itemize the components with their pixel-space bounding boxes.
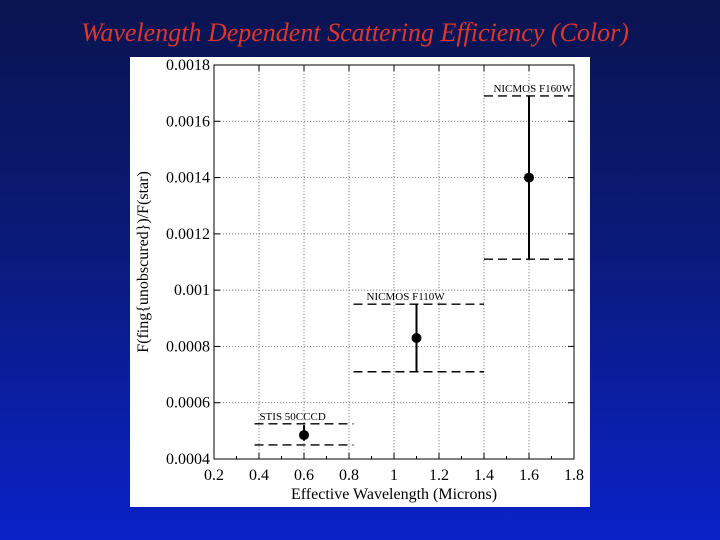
x-tick-label: 1.2 [429, 467, 449, 484]
grid-lines [213, 64, 575, 460]
data-point-label-1: NICMOS F110W [367, 291, 446, 303]
x-tick-label: 1.8 [564, 467, 584, 484]
slide-title: Wavelength Dependent Scattering Efficien… [81, 18, 629, 47]
y-tick-label: 0.0014 [166, 170, 210, 187]
x-tick-label: 1.4 [474, 467, 494, 484]
x-axis-title: Effective Wavelength (Microns) [291, 486, 497, 503]
x-tick-label: 0.6 [294, 467, 314, 484]
y-axis-title: F(fing{unobscured})/F(star) [135, 171, 152, 353]
data-point-0 [299, 430, 309, 441]
passband-lines [254, 95, 574, 446]
x-tick-label: 1 [390, 467, 398, 484]
data-point-label-2: NICMOS F160W [493, 83, 572, 95]
y-tick-label: 0.0004 [166, 451, 210, 468]
x-tick-label: 0.2 [204, 467, 224, 484]
y-tick-label: 0.0018 [166, 57, 210, 74]
y-tick-label: 0.0016 [166, 113, 210, 130]
data-series: STIS 50CCCD NICMOS F110W NICMOS F160W [259, 83, 573, 441]
data-point-label-0: STIS 50CCCD [259, 411, 325, 423]
y-tick-label: 0.0008 [166, 338, 210, 355]
data-point-2 [524, 172, 534, 183]
y-tick-label: 0.0012 [166, 226, 210, 243]
chart-panel: STIS 50CCCD NICMOS F110W NICMOS F160W 0.2 0… [130, 57, 590, 507]
y-tick-label: 0.001 [174, 282, 210, 299]
data-point-1 [411, 332, 422, 343]
x-tick-label: 1.6 [519, 467, 539, 484]
axis-ticks: 0.2 0.4 0.6 0.8 1 1.2 1.4 1.6 1.8 0.0004 0.0006 0.0… [166, 57, 584, 484]
x-tick-label: 0.4 [249, 467, 269, 484]
y-tick-label: 0.0006 [166, 395, 210, 412]
x-tick-label: 0.8 [339, 467, 359, 484]
plot-frame [213, 64, 575, 460]
